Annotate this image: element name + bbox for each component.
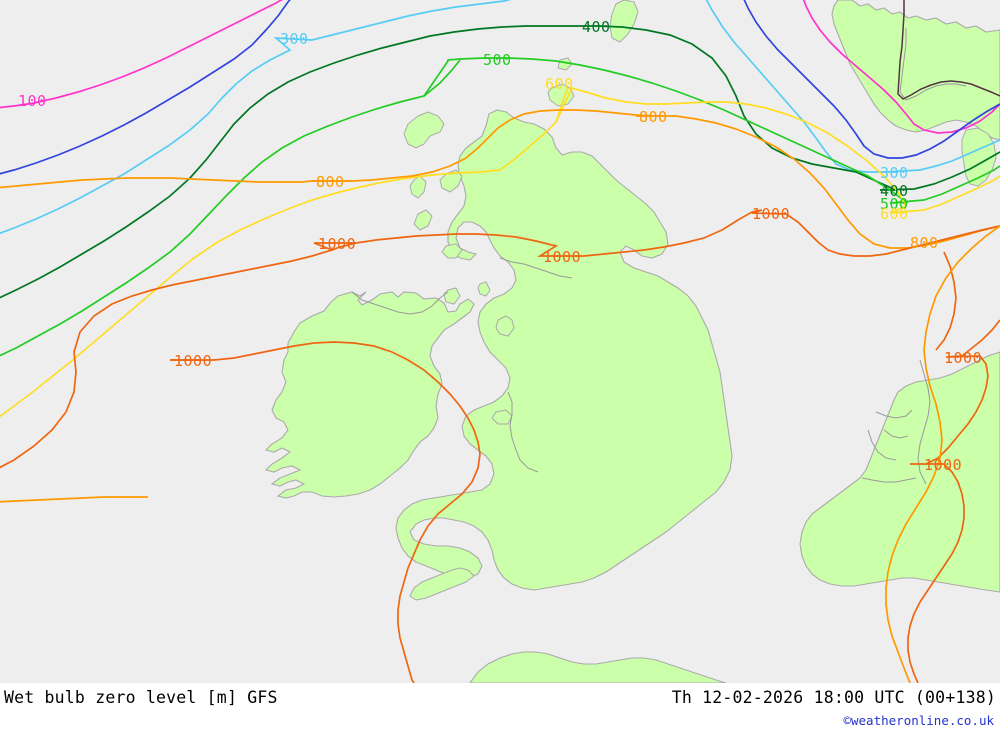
contour-label: 500 — [483, 51, 512, 69]
border-nl-internal2 — [883, 429, 909, 439]
land-outer-hebrides-barra — [413, 209, 433, 231]
contour-300-east — [705, 0, 1000, 173]
land-denmark — [961, 127, 997, 187]
border-norway-sweden — [899, 28, 967, 101]
land-mull — [441, 243, 463, 259]
contour-label: 300 — [280, 30, 309, 48]
contour-100-nw — [0, 0, 283, 109]
contour-label: 400 — [582, 18, 611, 36]
contour-label: 1000 — [543, 248, 581, 266]
contour-layer — [0, 0, 1000, 683]
border-netherlands-germany — [917, 359, 931, 485]
border-nl-internal3 — [867, 429, 897, 461]
land-anglesey — [491, 409, 513, 425]
contour-coast-dark — [897, 0, 1000, 100]
contour-label: 1000 — [174, 352, 212, 370]
landmass-layer — [264, 0, 1000, 683]
border-layer — [351, 28, 967, 485]
contour-600-main — [0, 86, 1000, 418]
border-nl-be — [861, 477, 917, 483]
contour-600-label-gap — [555, 87, 569, 123]
contour-800-north — [0, 109, 1000, 249]
contour-1000-continent — [907, 319, 1000, 683]
land-shetland — [609, 0, 639, 43]
contour-500-main — [0, 57, 1000, 357]
contour-label: 100 — [18, 92, 47, 110]
contour-label: 800 — [316, 173, 345, 191]
contour-1000-ireland — [170, 341, 481, 683]
land-great-britain — [395, 109, 733, 591]
contour-800-lowerleft — [0, 496, 148, 503]
contour-200-nw — [0, 0, 291, 175]
contour-label: 1000 — [318, 235, 356, 253]
contour-100-ne — [802, 0, 1000, 134]
contour-label: 800 — [639, 108, 668, 126]
land-isle-of-man — [495, 315, 515, 337]
contour-1000-label-gap-a — [331, 242, 357, 251]
map-svg: 100 300 400 500 600 800 800 1000 1000 10… — [0, 0, 1000, 683]
contour-label: 600 — [880, 205, 909, 223]
land-northern-france — [469, 651, 727, 683]
border-wales-england — [507, 391, 539, 473]
contour-800-southeast — [885, 225, 1000, 683]
contour-300-main — [0, 0, 512, 235]
border-nl-internal1 — [875, 409, 913, 419]
land-small-island-north — [557, 57, 573, 71]
contour-label: 1000 — [924, 456, 962, 474]
map-canvas[interactable]: 100 300 400 500 600 800 800 1000 1000 10… — [0, 0, 1000, 683]
contour-label: 800 — [910, 234, 939, 252]
contour-label: 500 — [880, 195, 909, 213]
contour-1000-right-arc — [935, 251, 957, 351]
land-cornwall — [409, 567, 475, 601]
contour-label: 1000 — [944, 349, 982, 367]
contour-1000-main — [0, 209, 1000, 469]
border-ireland-ni — [351, 291, 449, 315]
land-scandinavia — [831, 0, 1000, 141]
contour-label: 600 — [545, 75, 574, 93]
valid-time-stamp: Th 12-02-2026 18:00 UTC (00+138) — [671, 688, 996, 707]
contour-label-layer: 100 300 400 500 600 800 800 1000 1000 10… — [18, 18, 982, 474]
land-skye — [439, 169, 463, 193]
land-outer-hebrides-lewis — [403, 111, 445, 149]
contour-200-ne — [743, 0, 1000, 159]
copyright-notice[interactable]: ©weatheronline.co.uk — [843, 713, 994, 728]
contour-label: 1000 — [752, 205, 790, 223]
contour-500-label-gap — [423, 59, 461, 97]
footer-bar — [0, 683, 1000, 733]
contour-label: 300 — [880, 164, 909, 182]
land-low-countries — [799, 351, 1000, 593]
land-arran — [477, 281, 491, 297]
map-title: Wet bulb zero level [m] GFS — [4, 688, 278, 707]
contour-label: 400 — [880, 182, 909, 200]
border-scotland-england — [499, 257, 573, 279]
contour-400-main — [0, 25, 1000, 299]
